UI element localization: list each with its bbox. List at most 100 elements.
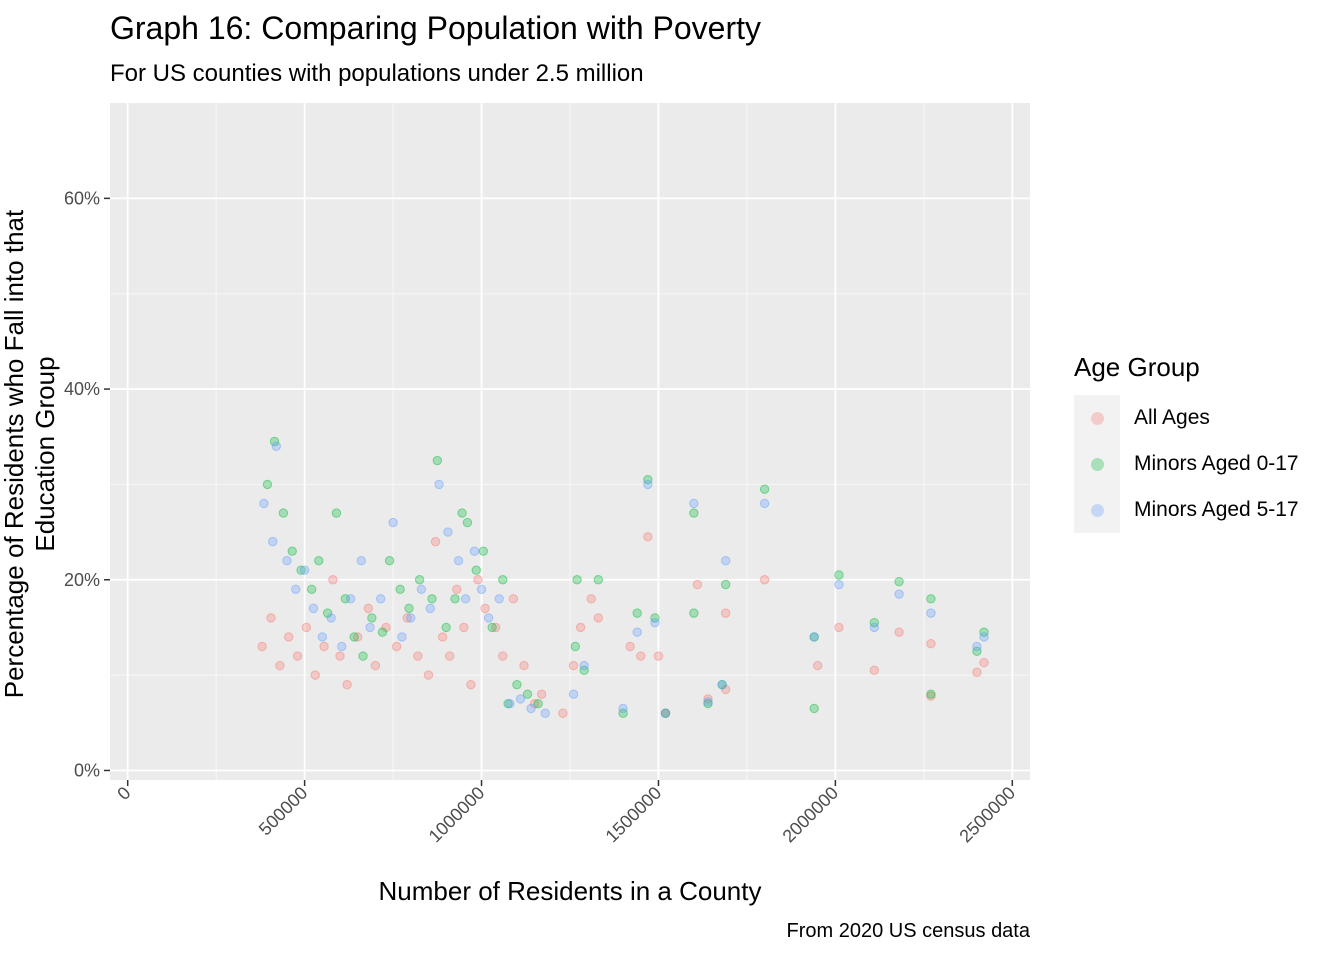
data-point [444,651,455,661]
data-point [519,660,529,671]
data-point [331,508,342,518]
data-point [384,555,395,566]
data-point [515,694,526,704]
data-point [720,608,731,618]
data-point [425,603,435,614]
data-point [345,594,356,604]
data-point [593,575,604,585]
data-point [317,632,328,642]
data-point [322,608,333,618]
data-point [450,594,460,604]
data-point [926,594,936,604]
data-point [363,603,374,614]
data-point [342,679,352,690]
data-point [579,665,589,676]
data-point [427,594,437,604]
legend-label: Minors Aged 0-17 [1134,452,1299,475]
data-point [443,527,453,537]
data-point [579,660,589,671]
data-point [643,474,653,485]
data-point [365,622,375,633]
data-point [375,594,386,604]
data-point [381,622,391,633]
legend-key [1074,487,1120,533]
data-point [926,608,936,618]
data-point [869,622,880,633]
data-point [441,622,451,633]
data-point [457,508,467,518]
data-point [972,646,982,656]
data-point [979,627,989,637]
data-point [328,575,338,585]
x-tick-label: 2000000 [779,783,843,847]
data-point [834,622,844,633]
data-point [809,703,819,714]
data-point [413,651,423,661]
data-point [972,641,982,652]
x-tick-label: 1000000 [425,783,489,847]
data-point [717,679,727,690]
data-point [358,651,368,661]
data-point [266,613,276,623]
data-point [568,660,579,671]
legend: Age Group All Ages Minors Aged 0-17 Mino… [1074,352,1299,533]
data-point [558,708,568,718]
data-point [310,670,320,680]
data-point [257,641,267,652]
data-point [570,641,581,652]
legend-swatch [1090,457,1104,471]
data-point [720,684,731,695]
data-point [494,594,504,604]
data-point [459,622,469,633]
data-point [869,665,880,676]
data-point [660,708,671,718]
data-point [529,699,540,709]
data-point [337,641,347,652]
data-point [894,576,904,587]
legend-swatch [1090,411,1104,425]
data-point [296,565,306,575]
data-point [498,575,508,585]
y-axis-label: Percentage of Residents who Fall into th… [0,209,60,699]
legend-label: Minors Aged 5-17 [1134,498,1299,521]
data-point [271,441,282,451]
data-point [503,699,513,709]
data-point [397,632,407,642]
data-point [653,651,664,661]
data-point [703,699,713,709]
data-point [299,565,310,575]
data-point [979,658,989,668]
data-point [834,570,844,580]
data-point [650,617,660,628]
data-point [367,613,377,623]
x-tick-label: 2500000 [955,783,1019,847]
minor-gridlines [110,103,1030,780]
data-point [512,679,522,690]
legend-item-all-ages: All Ages [1074,395,1299,441]
data-point [809,632,819,642]
data-point [414,575,425,585]
data-point [894,589,904,599]
data-point [979,632,989,642]
data-point [402,613,412,623]
y-tick-label: 40% [64,379,100,399]
data-point [283,632,294,642]
chart-subtitle: For US counties with populations under 2… [110,60,644,87]
data-point [759,484,770,494]
data-point [926,691,936,701]
data-point [469,546,480,556]
data-point [430,536,441,547]
data-point [391,641,402,652]
data-point [572,575,582,585]
data-point [335,651,345,661]
data-point [377,627,388,637]
data-point [759,575,770,585]
data-point [269,436,280,447]
data-point [508,594,519,604]
data-point [533,699,543,709]
data-point [650,613,660,623]
x-axis-label: Number of Residents in a County [378,876,762,906]
data-point [526,703,536,714]
data-point [720,579,731,590]
